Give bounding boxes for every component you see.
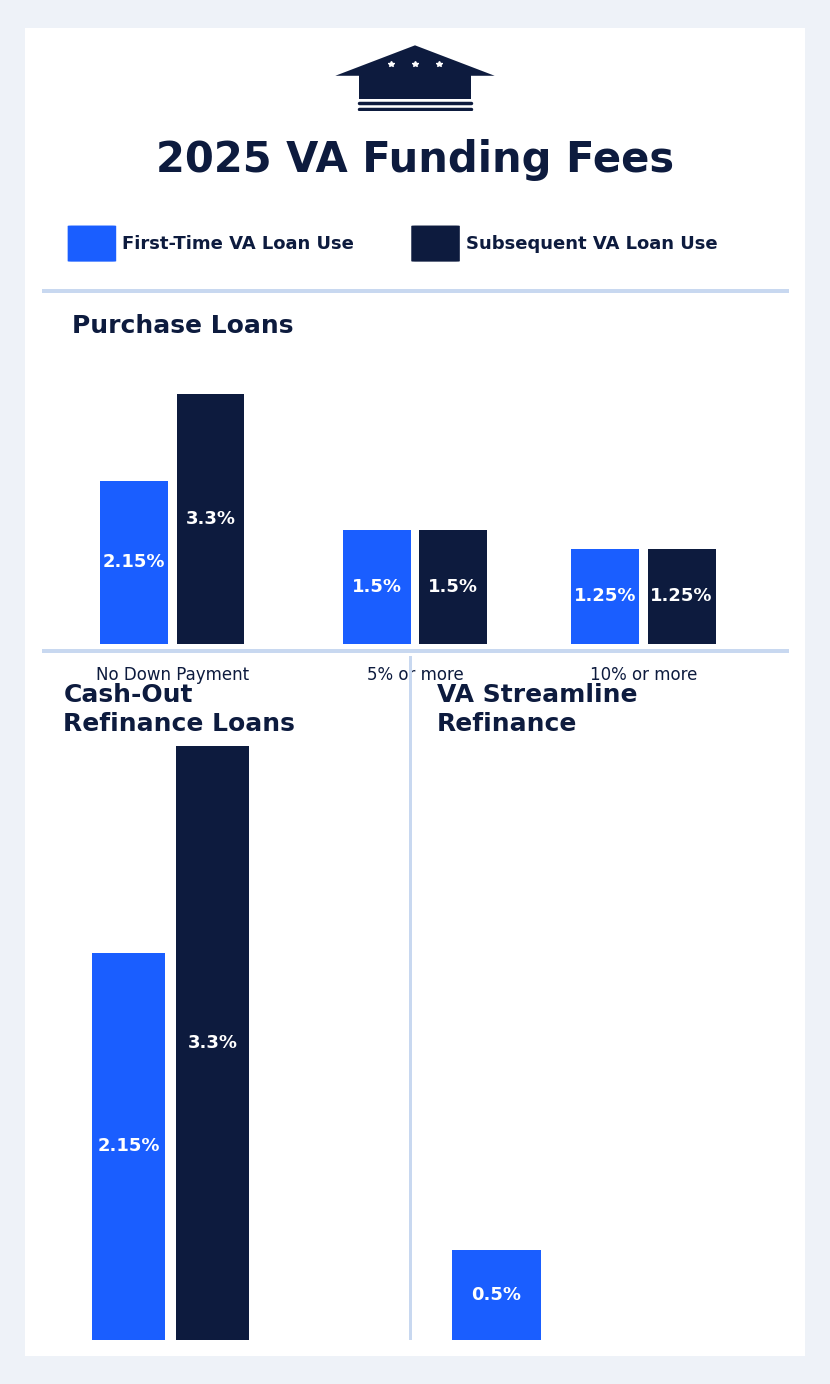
Text: 3.3%: 3.3% — [185, 509, 236, 527]
Text: Subsequent VA Loan Use: Subsequent VA Loan Use — [466, 234, 717, 253]
Text: 5% or more: 5% or more — [367, 666, 463, 684]
Text: First-Time VA Loan Use: First-Time VA Loan Use — [122, 234, 354, 253]
Bar — [359, 75, 471, 98]
Text: 1.5%: 1.5% — [352, 577, 402, 595]
FancyBboxPatch shape — [412, 226, 460, 262]
Text: No Down Payment: No Down Payment — [95, 666, 249, 684]
Text: 0.5%: 0.5% — [471, 1286, 521, 1304]
Text: VA Streamline
Refinance: VA Streamline Refinance — [437, 684, 637, 736]
Text: 1.5%: 1.5% — [428, 577, 478, 595]
Bar — [647, 549, 715, 644]
Text: 2.15%: 2.15% — [103, 554, 165, 572]
Text: 2025 VA Funding Fees: 2025 VA Funding Fees — [156, 140, 674, 181]
Text: Purchase Loans: Purchase Loans — [72, 314, 294, 338]
Bar — [176, 746, 249, 1340]
Bar — [100, 480, 168, 644]
FancyBboxPatch shape — [68, 226, 116, 262]
Text: Cash-Out
Refinance Loans: Cash-Out Refinance Loans — [63, 684, 295, 736]
Bar — [571, 549, 639, 644]
Text: 1.25%: 1.25% — [651, 587, 713, 605]
Text: 3.3%: 3.3% — [188, 1034, 237, 1052]
Bar — [452, 1250, 541, 1340]
Bar — [92, 952, 165, 1340]
Polygon shape — [335, 46, 495, 76]
Bar — [343, 530, 411, 644]
Bar — [419, 530, 487, 644]
Text: 1.25%: 1.25% — [574, 587, 637, 605]
Text: 10% or more: 10% or more — [590, 666, 697, 684]
Text: 2.15%: 2.15% — [97, 1138, 160, 1156]
Bar — [177, 393, 244, 644]
